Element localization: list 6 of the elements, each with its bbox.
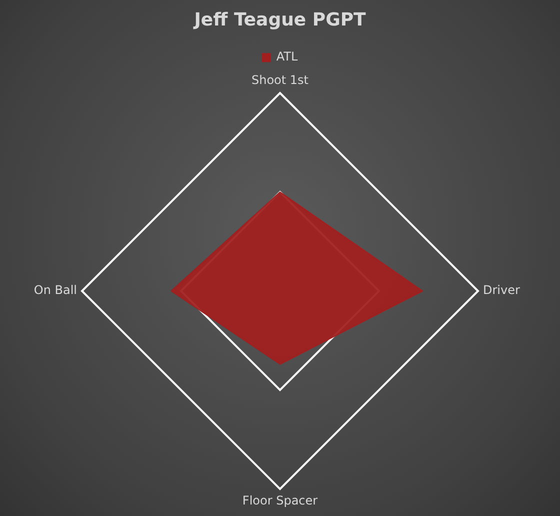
spoke-label: Shoot 1st xyxy=(251,72,309,87)
spoke-label: Floor Spacer xyxy=(242,493,318,508)
spoke-label: Driver xyxy=(483,283,520,298)
chart-title: Jeff Teague PGPT xyxy=(192,9,367,30)
spoke-label: On Ball xyxy=(34,283,77,298)
legend-label: ATL xyxy=(276,50,298,64)
